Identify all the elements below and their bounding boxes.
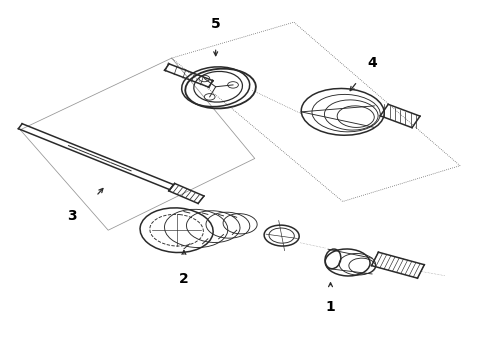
Text: 2: 2 <box>179 271 189 285</box>
Text: 1: 1 <box>326 300 335 314</box>
Text: 3: 3 <box>67 209 76 223</box>
Text: 5: 5 <box>211 17 220 31</box>
Text: 4: 4 <box>367 57 377 71</box>
